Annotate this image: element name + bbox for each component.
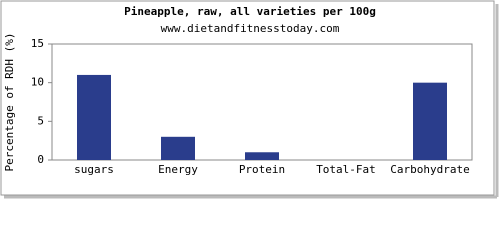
x-tick-label: Total-Fat bbox=[316, 163, 376, 176]
bar bbox=[413, 82, 447, 160]
y-axis-label: Percentage of RDH (%) bbox=[3, 32, 16, 171]
bar bbox=[77, 74, 111, 160]
chart-subtitle: www.dietandfitnesstoday.com bbox=[161, 22, 340, 35]
bar bbox=[245, 152, 279, 160]
y-tick-label: 15 bbox=[31, 37, 44, 50]
bar bbox=[161, 136, 195, 160]
x-tick-label: sugars bbox=[74, 163, 114, 176]
x-tick-label: Carbohydrate bbox=[390, 163, 469, 176]
x-tick-label: Energy bbox=[158, 163, 198, 176]
y-tick-label: 0 bbox=[37, 153, 44, 166]
y-tick-label: 10 bbox=[31, 76, 44, 89]
chart-title: Pineapple, raw, all varieties per 100g bbox=[124, 5, 376, 18]
y-tick-label: 5 bbox=[37, 114, 44, 127]
chart: Pineapple, raw, all varieties per 100g w… bbox=[0, 0, 499, 199]
x-tick-label: Protein bbox=[239, 163, 285, 176]
